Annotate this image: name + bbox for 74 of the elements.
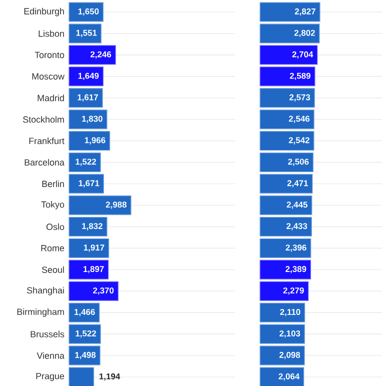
- y-tick-label: Stockholm: [23, 116, 64, 123]
- y-tick-label: Shanghai: [26, 286, 64, 296]
- data-label: 2,988: [106, 202, 127, 209]
- bar: [68, 88, 103, 108]
- bar: [260, 174, 313, 194]
- y-tick-label: Madrid: [38, 94, 64, 102]
- data-label: 1,966: [84, 137, 106, 144]
- data-label: 2,389: [286, 266, 306, 274]
- data-label: 2,542: [288, 137, 310, 144]
- data-label: 2,110: [280, 308, 300, 316]
- data-label: 2,279: [283, 288, 304, 295]
- data-label: 2,396: [286, 244, 306, 252]
- data-label: 2,802: [294, 30, 315, 38]
- data-label: 1,194: [100, 373, 120, 381]
- y-tick-label: Moscow: [32, 73, 65, 80]
- data-label: 2,589: [290, 72, 310, 80]
- bar: [68, 174, 104, 194]
- y-tick-label: Frankfurt: [29, 138, 64, 144]
- data-label: 2,573: [290, 94, 310, 102]
- y-tick-label: Oslo: [46, 223, 64, 230]
- bar: [260, 130, 314, 151]
- data-label: 1,498: [75, 352, 96, 360]
- data-label: 2,064: [278, 373, 300, 381]
- data-label: 2,098: [279, 352, 300, 360]
- y-tick-label: Brussels: [30, 330, 64, 338]
- y-tick-label: Berlin: [42, 180, 64, 188]
- y-tick-label: Birmingham: [17, 308, 64, 317]
- data-label: 2,103: [280, 330, 300, 338]
- data-label: 1,830: [82, 116, 102, 123]
- data-label: 2,546: [288, 116, 310, 123]
- bar: [260, 216, 312, 237]
- y-tick-label: Edinburgh: [24, 8, 64, 16]
- y-tick-label: Toronto: [34, 52, 64, 58]
- data-label: 2,433: [286, 223, 308, 230]
- y-tick-label: Lisbon: [38, 30, 64, 37]
- bar: [260, 152, 314, 172]
- data-label: 2,704: [292, 51, 314, 59]
- bar: [68, 152, 101, 172]
- bar: [260, 110, 314, 130]
- bar: [68, 110, 108, 130]
- data-label: 2,445: [286, 202, 308, 209]
- data-label: 2,370: [93, 288, 114, 295]
- data-label: 1,466: [74, 308, 95, 316]
- data-label: 2,246: [90, 51, 112, 59]
- data-label: 1,671: [78, 180, 100, 188]
- y-tick-label: Tokyo: [41, 201, 64, 210]
- bar: [68, 130, 110, 151]
- y-tick-label: Barcelona: [24, 159, 64, 166]
- data-label: 1,551: [76, 30, 97, 38]
- data-label: 1,897: [84, 266, 104, 274]
- data-label: 1,917: [84, 244, 104, 252]
- data-label: 2,506: [288, 158, 309, 166]
- y-tick-label: Seoul: [42, 266, 64, 273]
- bar: [68, 238, 110, 258]
- bar: [260, 260, 312, 280]
- bar: [68, 216, 108, 237]
- data-label: 2,827: [294, 8, 316, 16]
- bar: [260, 281, 309, 301]
- y-tick-label: Prague: [36, 372, 64, 381]
- data-label: 1,832: [82, 223, 102, 230]
- bar: [68, 195, 132, 216]
- data-label: 1,650: [78, 8, 99, 16]
- bar: [260, 195, 312, 216]
- bar: [260, 88, 315, 108]
- data-label: 1,649: [78, 72, 99, 80]
- data-label: 2,471: [287, 180, 308, 188]
- bar: [68, 281, 119, 301]
- data-label: 1,522: [76, 330, 96, 338]
- bar: [68, 260, 109, 280]
- y-tick-label: Vienna: [36, 352, 64, 359]
- data-label: 1,522: [76, 158, 96, 166]
- data-label: 1,617: [78, 94, 98, 102]
- y-tick-label: Rome: [41, 245, 64, 252]
- bar: [260, 238, 312, 258]
